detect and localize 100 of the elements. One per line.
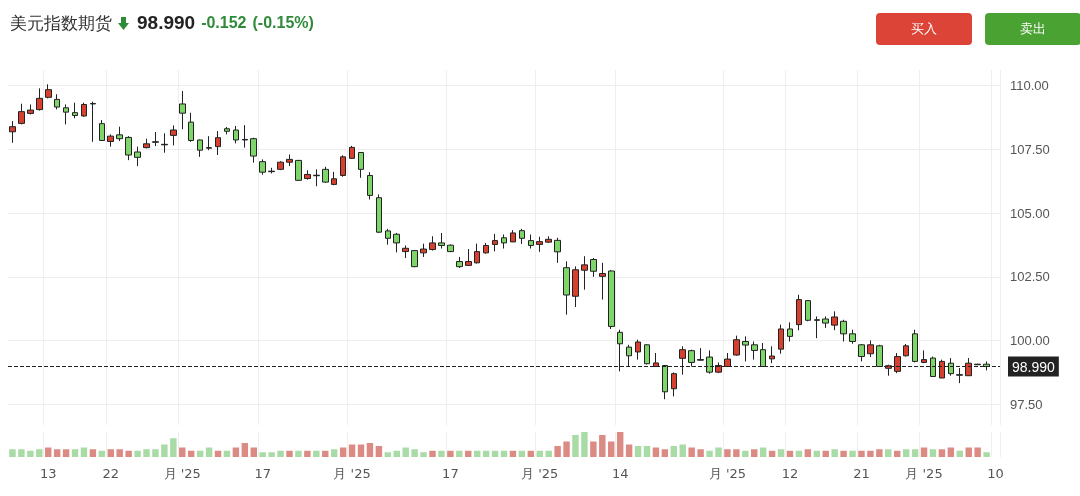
- bar: [313, 450, 320, 457]
- x-tick-label: 17: [442, 466, 459, 481]
- text: 98.990: [137, 12, 196, 34]
- candlestick: [474, 243, 480, 265]
- candlestick: [635, 339, 641, 361]
- bar: [608, 441, 615, 457]
- candlestick: [822, 315, 829, 329]
- bar: [125, 450, 132, 457]
- bar: [116, 449, 123, 457]
- bar: [402, 447, 409, 457]
- candlestick: [295, 159, 302, 182]
- candlestick: [206, 135, 212, 151]
- bar: [152, 449, 159, 457]
- x-tick-label: 月 '25: [521, 466, 559, 481]
- candlestick: [921, 349, 927, 364]
- text: 卖出: [985, 13, 1080, 45]
- y-tick-label: 100.00: [1010, 333, 1050, 349]
- candlestick: [134, 146, 141, 167]
- bar: [509, 450, 517, 457]
- candlestick: [152, 131, 159, 147]
- bar: [98, 450, 106, 457]
- candlestick: [322, 166, 329, 184]
- candlestick: [277, 160, 284, 171]
- candlestick: [456, 256, 463, 269]
- candlestick: [268, 167, 275, 174]
- bar: [53, 449, 61, 457]
- bar: [715, 447, 722, 457]
- candlestick: [259, 158, 266, 176]
- candlestick: [751, 340, 758, 361]
- text: (-0.15%): [252, 14, 314, 32]
- bar: [420, 452, 427, 457]
- bar: [983, 452, 990, 457]
- candlestick: [250, 137, 257, 164]
- bar: [322, 450, 329, 457]
- bar: [223, 450, 231, 457]
- candlestick: [304, 169, 311, 181]
- candlestick: [563, 260, 570, 316]
- bar: [465, 450, 472, 457]
- bar: [867, 450, 874, 457]
- bar: [563, 441, 570, 457]
- candlestick: [313, 168, 320, 187]
- candlestick: [867, 339, 874, 358]
- bar: [366, 443, 374, 457]
- bar: [643, 446, 651, 457]
- bar: [634, 446, 642, 457]
- candlestick: [671, 371, 677, 397]
- text: 买入: [876, 13, 972, 45]
- x-tick-label: 10: [987, 466, 1004, 481]
- y-tick-label: 97.50: [1010, 397, 1043, 413]
- x-tick-label: 13: [39, 466, 57, 481]
- candlestick: [197, 138, 203, 158]
- bar: [134, 450, 141, 457]
- candlestick: [331, 171, 337, 186]
- candlestick: [840, 319, 847, 342]
- bar: [241, 443, 249, 457]
- bar: [590, 441, 597, 457]
- bar: [9, 449, 16, 457]
- bar: [170, 438, 177, 457]
- bar: [831, 449, 838, 457]
- bar: [849, 450, 856, 457]
- x-tick-label: 12: [781, 466, 799, 481]
- bar: [384, 452, 392, 457]
- candlestick: [581, 255, 588, 291]
- bar: [62, 449, 70, 457]
- candlestick: [72, 102, 78, 119]
- y-tick-label: 102.50: [1010, 269, 1050, 285]
- candlestick: [903, 343, 909, 358]
- candlestick: [849, 329, 856, 345]
- candlestick: [420, 243, 427, 258]
- candlestick: [438, 232, 445, 250]
- candlestick: [814, 315, 820, 339]
- bar: [18, 449, 25, 457]
- candlestick: [492, 233, 498, 252]
- bar: [518, 450, 526, 457]
- candlestick: [465, 248, 472, 267]
- candlestick: [170, 124, 177, 146]
- candlestick: [572, 265, 579, 308]
- bar: [581, 432, 588, 457]
- candlestick: [161, 132, 168, 154]
- bar: [679, 444, 686, 457]
- bar: [938, 449, 946, 457]
- bar: [277, 450, 284, 457]
- bar: [536, 450, 543, 457]
- bar: [697, 449, 704, 457]
- candlestick: [188, 112, 194, 143]
- candlestick: [36, 87, 43, 112]
- candlestick: [63, 103, 69, 125]
- bar: [187, 450, 195, 457]
- candlestick: [9, 120, 16, 144]
- bar: [545, 450, 552, 457]
- candlestick: [831, 310, 838, 331]
- candlestick: [376, 193, 382, 234]
- candlestick: [233, 125, 239, 144]
- bar: [447, 450, 454, 457]
- candlestick: [367, 171, 373, 200]
- candlestick: [545, 235, 552, 244]
- candlestick: [27, 103, 34, 115]
- x-tick-label: 月 '25: [905, 466, 943, 481]
- candlestick: [90, 101, 96, 143]
- bar: [733, 449, 740, 457]
